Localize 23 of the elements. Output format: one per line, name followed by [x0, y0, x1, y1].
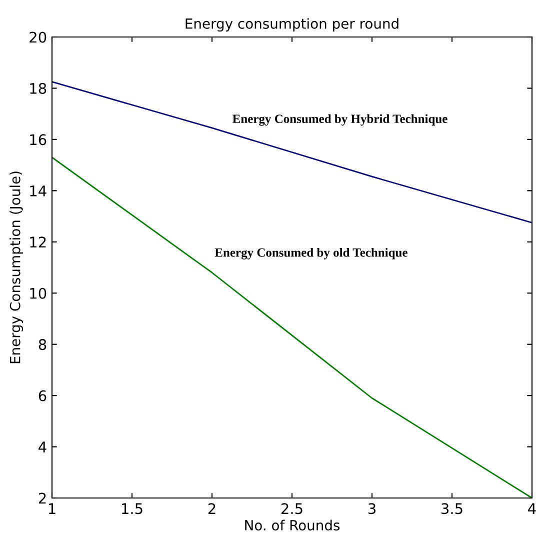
y-tick-label: 10: [30, 288, 46, 299]
y-tick-label: 16: [30, 134, 46, 146]
y-tick-label: 6: [38, 390, 46, 402]
x-tick-label: 3: [368, 503, 376, 514]
y-axis-title: Energy Consumption (Joule): [10, 172, 24, 364]
x-tick-label: 4: [528, 503, 536, 514]
x-tick-label: 2.5: [281, 503, 302, 514]
x-axis-title: No. of Rounds: [245, 520, 340, 531]
x-tick-label: 1.5: [122, 503, 142, 514]
y-tick-label: 12: [30, 236, 46, 248]
x-tick-label: 1: [48, 503, 56, 514]
y-tick-label: 20: [30, 32, 46, 43]
y-tick-label: 14: [30, 186, 46, 196]
y-tick-label: 18: [30, 82, 46, 94]
y-tick-label: 2: [38, 492, 46, 504]
y-tick-label: 4: [38, 442, 46, 452]
x-tick-label: 2: [208, 503, 216, 514]
x-tick-label: 3.5: [442, 503, 462, 514]
line-series: [52, 81, 532, 224]
annotation: Energy Consumed by Hybrid Technique: [232, 114, 448, 126]
chart-title: Energy consumption per round: [186, 18, 398, 32]
annotation: Energy Consumed by old Technique: [214, 248, 408, 260]
y-tick-label: 8: [38, 339, 46, 350]
